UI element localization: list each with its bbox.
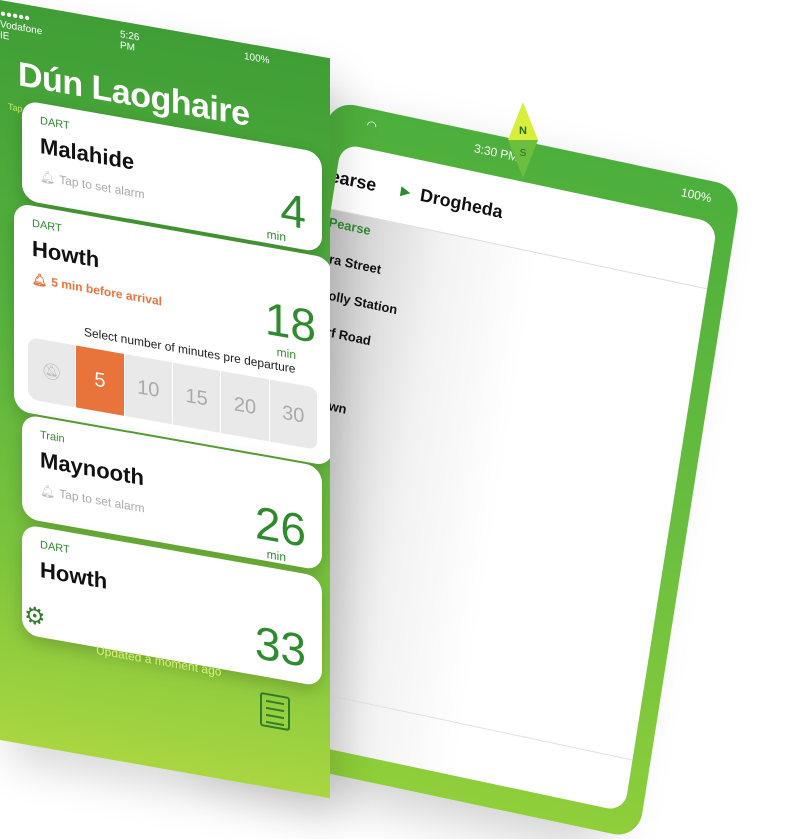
service-type: DART xyxy=(32,217,62,235)
compass-n-label: N xyxy=(519,125,527,137)
front-phone: ●●●●● Vodafone IE 5:26 PM 100% Dún Laogh… xyxy=(0,0,330,799)
bell-icon: 🔔︎ xyxy=(40,169,56,186)
compass-icon[interactable]: N S xyxy=(506,100,540,180)
updated-status: Updated a moment ago xyxy=(96,642,222,680)
minutes-unit: min xyxy=(266,547,286,565)
service-type: DART xyxy=(40,115,70,133)
minutes-value: 18 xyxy=(264,291,316,353)
minutes-value: 4 xyxy=(280,182,306,239)
route-arrow-icon: ▶ xyxy=(399,182,412,200)
minutes-value: 26 xyxy=(254,495,306,557)
bell-off-icon: 🔕︎ xyxy=(41,362,62,383)
picker-option-10[interactable]: 10 xyxy=(124,353,173,425)
destination: Howth xyxy=(40,557,108,594)
alarm-text: Tap to set alarm xyxy=(59,486,145,516)
route-from: earse xyxy=(328,165,378,196)
destination: Howth xyxy=(32,235,100,273)
stop-item: Pearse xyxy=(327,214,372,239)
back-status-battery: 100% xyxy=(680,185,713,206)
alarm-text: Tap to set alarm xyxy=(59,172,145,202)
alarm-text: 5 min before arrival xyxy=(51,275,162,309)
bell-icon: 🔔︎ xyxy=(40,483,56,500)
route-to: Drogheda xyxy=(418,184,505,223)
compass-south xyxy=(508,140,538,178)
wifi-icon: ◠ xyxy=(365,117,379,134)
minutes-unit: min xyxy=(266,227,286,245)
service-type: DART xyxy=(40,539,70,557)
news-icon[interactable] xyxy=(260,691,290,732)
picker-mute-option[interactable]: 🔕︎ xyxy=(28,336,77,408)
compass-s-label: S xyxy=(520,148,527,159)
picker-option-15[interactable]: 15 xyxy=(172,362,222,434)
bell-icon: 🔔︎ xyxy=(32,271,48,289)
destination: Malahide xyxy=(40,133,135,175)
picker-option-5[interactable]: 5 xyxy=(76,345,125,416)
picker-option-20[interactable]: 20 xyxy=(221,371,270,442)
alarm-set[interactable]: 🔔︎ 5 min before arrival xyxy=(32,272,162,309)
destination: Maynooth xyxy=(40,447,144,491)
picker-option-30[interactable]: 30 xyxy=(269,379,318,451)
service-type: Train xyxy=(40,429,65,446)
compass-north xyxy=(508,102,538,140)
gear-icon[interactable]: ⚙ xyxy=(24,601,46,633)
